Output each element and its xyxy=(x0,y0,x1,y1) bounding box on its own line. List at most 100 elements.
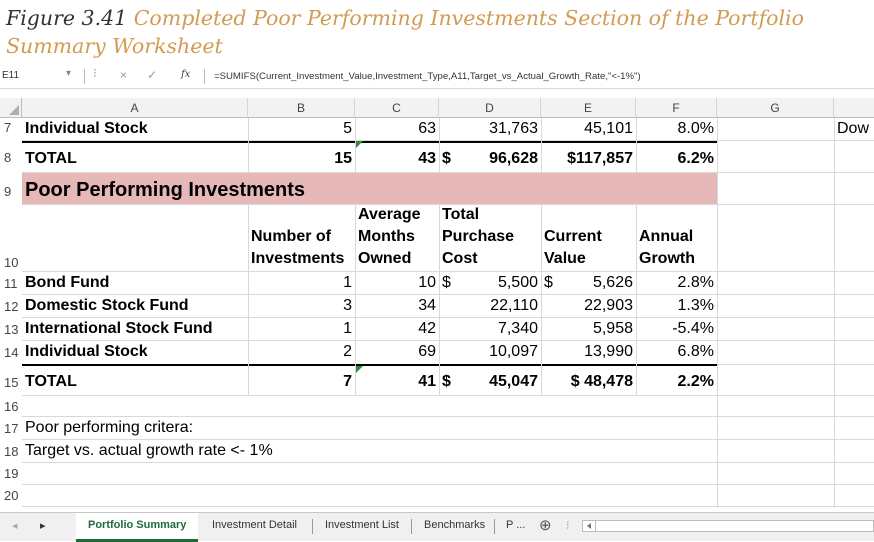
cell-a8[interactable]: TOTAL xyxy=(25,150,77,167)
gridline xyxy=(439,118,440,173)
cell-f8[interactable]: 6.2% xyxy=(677,150,714,167)
row-number[interactable]: 17 xyxy=(4,421,19,436)
cell-a15[interactable]: TOTAL xyxy=(25,373,77,390)
cell-e15[interactable]: $ 48,478 xyxy=(570,373,633,390)
row-number[interactable]: 15 xyxy=(4,375,19,390)
tab-more-sheets[interactable]: P ... xyxy=(506,519,526,531)
row-number[interactable]: 14 xyxy=(4,345,19,360)
cell-b15[interactable]: 7 xyxy=(343,373,352,390)
divider xyxy=(204,69,205,84)
section-title[interactable]: Poor Performing Investments xyxy=(25,179,306,201)
row-number[interactable]: 7 xyxy=(4,120,12,135)
cell-e11[interactable]: 5,626 xyxy=(592,274,633,291)
insert-function-icon[interactable]: fx xyxy=(181,69,191,80)
cell-a7[interactable]: Individual Stock xyxy=(25,120,148,137)
cell-b13[interactable]: 1 xyxy=(343,320,352,337)
cell-b11[interactable]: 1 xyxy=(343,274,352,291)
row-number[interactable]: 12 xyxy=(4,299,19,314)
cell-a11[interactable]: Bond Fund xyxy=(25,274,110,291)
cell-h7[interactable]: Dow xyxy=(837,120,870,137)
tab-divider xyxy=(312,519,313,534)
tab-investment-detail[interactable]: Investment Detail xyxy=(212,519,297,531)
column-header-h[interactable] xyxy=(834,98,874,118)
cancel-icon[interactable]: × xyxy=(120,68,128,82)
cell-d11[interactable]: 5,500 xyxy=(497,274,538,291)
cell-c12[interactable]: 34 xyxy=(418,297,436,314)
cell-f15[interactable]: 2.2% xyxy=(677,373,714,390)
cell-e7[interactable]: 45,101 xyxy=(584,120,633,137)
cell-d12[interactable]: 22,110 xyxy=(490,297,538,314)
cell-c14[interactable]: 69 xyxy=(418,343,436,360)
cell-d8[interactable]: 96,628 xyxy=(489,150,538,167)
total-top-border xyxy=(22,141,717,143)
cell-d13[interactable]: 7,340 xyxy=(497,320,538,337)
cell-c8[interactable]: 43 xyxy=(418,150,436,167)
cell-a13[interactable]: International Stock Fund xyxy=(25,320,213,337)
cell-f14[interactable]: 6.8% xyxy=(677,343,714,360)
select-all-corner[interactable] xyxy=(0,98,22,118)
cell-d11-currency: $ xyxy=(442,274,451,291)
column-header-c[interactable]: C xyxy=(355,98,439,118)
cell-f13[interactable]: -5.4% xyxy=(672,320,714,337)
horizontal-scroll-left-button[interactable] xyxy=(582,520,596,532)
cell-d7[interactable]: 31,763 xyxy=(489,120,538,137)
row-number[interactable]: 11 xyxy=(4,276,18,291)
cell-d14[interactable]: 10,097 xyxy=(489,343,538,360)
scroll-right-icon[interactable]: ▸ xyxy=(40,520,46,532)
horizontal-scrollbar[interactable] xyxy=(596,520,874,532)
column-header-d[interactable]: D xyxy=(439,98,541,118)
row-number[interactable]: 18 xyxy=(4,444,19,459)
cell-e8[interactable]: $117,857 xyxy=(567,150,633,167)
formula-bar: E11 ▾ ⁝ × ✓ fx =SUMIFS(Current_Investmen… xyxy=(0,66,874,89)
cell-f11[interactable]: 2.8% xyxy=(677,274,714,291)
tab-benchmarks[interactable]: Benchmarks xyxy=(424,519,486,531)
cell-c7[interactable]: 63 xyxy=(418,120,436,137)
cell-b14[interactable]: 2 xyxy=(343,343,352,360)
enter-icon[interactable]: ✓ xyxy=(147,68,158,82)
cell-f12[interactable]: 1.3% xyxy=(677,297,714,314)
column-header-e[interactable]: E xyxy=(541,98,636,118)
cell-b7[interactable]: 5 xyxy=(343,120,352,137)
column-header-f[interactable]: F xyxy=(636,98,717,118)
cell-c15[interactable]: 41 xyxy=(418,373,436,390)
tab-investment-list[interactable]: Investment List xyxy=(325,519,399,531)
gridline xyxy=(541,118,542,173)
row-number[interactable]: 10 xyxy=(4,255,19,270)
cell-c13[interactable]: 42 xyxy=(418,320,436,337)
name-box[interactable]: E11 xyxy=(2,70,20,81)
row-number[interactable]: 13 xyxy=(4,322,19,337)
cell-b12[interactable]: 3 xyxy=(343,297,352,314)
row-number[interactable]: 16 xyxy=(4,399,19,414)
gridline xyxy=(22,439,874,440)
cell-e14[interactable]: 13,990 xyxy=(584,343,633,360)
row-number[interactable]: 19 xyxy=(4,466,19,481)
cell-b8[interactable]: 15 xyxy=(334,150,352,167)
row-number[interactable]: 9 xyxy=(4,184,12,199)
column-header-b[interactable]: B xyxy=(248,98,355,118)
row-number[interactable]: 20 xyxy=(4,488,19,503)
cell-e13[interactable]: 5,958 xyxy=(592,320,633,337)
error-indicator-icon[interactable] xyxy=(356,141,363,148)
column-header-g[interactable]: G xyxy=(717,98,834,118)
add-sheet-icon[interactable]: ⊕ xyxy=(539,517,552,534)
error-indicator-icon[interactable] xyxy=(356,366,363,373)
spreadsheet-grid[interactable]: A B C D E F G 7 Individual Stock 5 63 31… xyxy=(0,98,874,508)
cell-a18[interactable]: Target vs. actual growth rate <- 1% xyxy=(25,442,273,459)
cell-c11[interactable]: 10 xyxy=(418,274,436,291)
column-header-a[interactable]: A xyxy=(22,98,248,118)
cell-d15[interactable]: 45,047 xyxy=(489,373,538,390)
cell-a14[interactable]: Individual Stock xyxy=(25,343,148,360)
cell-d8-currency: $ xyxy=(442,150,451,167)
more-options-icon[interactable]: ⁝ xyxy=(566,520,570,532)
cell-a17[interactable]: Poor performing critera: xyxy=(25,419,194,436)
more-options-icon: ⁝ xyxy=(93,66,97,80)
row-number[interactable]: 8 xyxy=(4,150,12,165)
scroll-left-icon[interactable]: ◂ xyxy=(12,520,18,532)
divider xyxy=(84,69,85,84)
cell-a12[interactable]: Domestic Stock Fund xyxy=(25,297,189,314)
cell-f7[interactable]: 8.0% xyxy=(677,120,714,137)
cell-e12[interactable]: 22,903 xyxy=(584,297,633,314)
formula-input[interactable]: =SUMIFS(Current_Investment_Value,Investm… xyxy=(214,71,641,82)
tab-portfolio-summary[interactable]: Portfolio Summary xyxy=(88,519,187,531)
name-box-dropdown-icon[interactable]: ▾ xyxy=(66,68,72,79)
